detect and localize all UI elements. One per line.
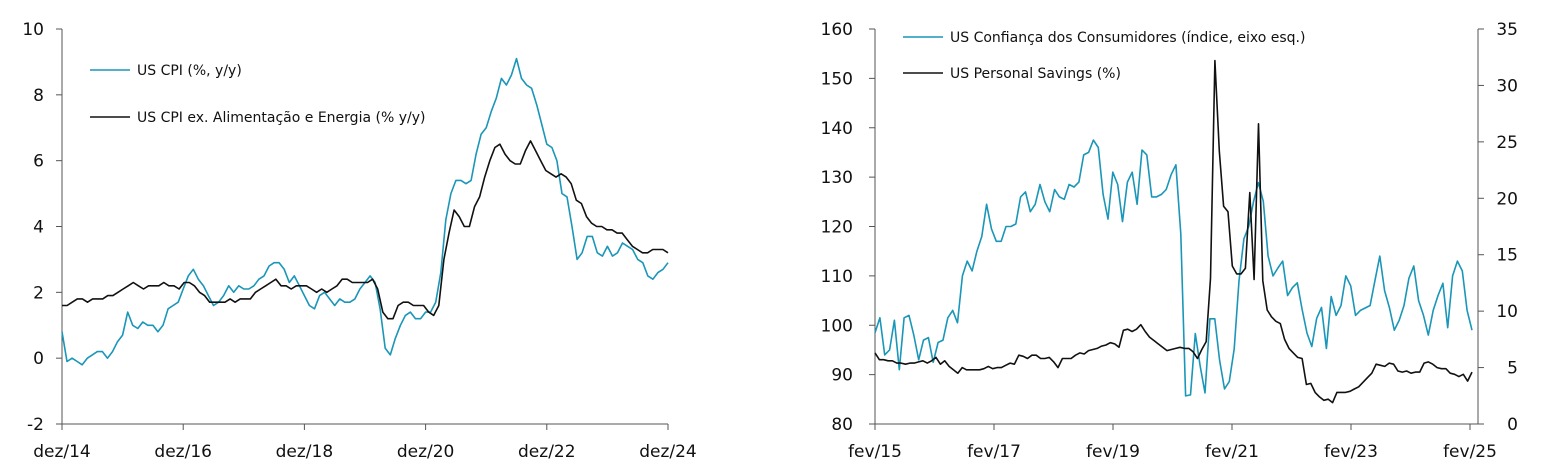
cs-left-y-tick-label: 150 — [821, 69, 853, 89]
cpi-chart: -2 0 2 4 6 8 10 dez/14 dez/16 dez/18 dez/20 dez/22… — [22, 20, 696, 462]
cs-right-y-tick-label: 5 — [1507, 359, 1518, 379]
cpi-y-tick-label: 2 — [33, 283, 44, 303]
cs-left-y-tick-label: 90 — [831, 366, 853, 386]
cs-right-y-tick-label: 0 — [1507, 415, 1518, 435]
legend-label-personal-savings: US Personal Savings (%) — [950, 66, 1121, 82]
cpi-x-tick-label: dez/18 — [276, 442, 334, 462]
legend-label-consumer-confidence: US Confiança dos Consumidores (índice, e… — [950, 30, 1305, 46]
cs-left-y-tick-label: 100 — [821, 316, 853, 336]
cs-series-line-us-personal-savings — [874, 59, 1473, 404]
cpi-x-tick-label: dez/16 — [154, 442, 212, 462]
cs-right-y-tick-label: 35 — [1496, 20, 1518, 40]
cs-x-tick-label: fev/17 — [967, 442, 1021, 462]
cs-x-tick-label: fev/23 — [1324, 442, 1378, 462]
cpi-x-tick-label: dez/20 — [397, 442, 455, 462]
cs-left-y-tick-label: 120 — [821, 218, 853, 238]
cs-right-y-tick-label: 20 — [1496, 189, 1518, 209]
cs-left-y-tick-label: 130 — [821, 168, 853, 188]
cs-right-y-tick-label: 15 — [1496, 246, 1518, 266]
cpi-series-line-us-cpi-ex-alimenta-o-e-energia — [62, 140, 669, 320]
cs-right-y-tick-label: 30 — [1496, 76, 1518, 96]
legend-label-us-cpi: US CPI (%, y/y) — [137, 63, 242, 79]
cs-legend: US Confiança dos Consumidores (índice, e… — [903, 30, 1305, 82]
cs-x-tick-label: fev/21 — [1205, 442, 1259, 462]
cs-left-y-tick-label: 110 — [821, 267, 853, 287]
cpi-y-tick-label: 8 — [33, 86, 44, 106]
confidence-savings-chart: 80 90 100 110 120 130 140 150 160 0 5 10 15 20 25 30 35… — [821, 20, 1518, 462]
cs-x-tick-label: fev/15 — [848, 442, 902, 462]
cpi-y-tick-label: 4 — [33, 218, 44, 238]
cpi-y-tick-label: 0 — [33, 349, 44, 369]
cs-left-y-tick-label: 140 — [821, 119, 853, 139]
cs-left-y-tick-label: 80 — [831, 415, 853, 435]
cpi-y-tick-label: -2 — [27, 415, 44, 435]
cs-right-y-tick-label: 10 — [1496, 302, 1518, 322]
cpi-legend: US CPI (%, y/y) US CPI ex. Alimentação e… — [90, 63, 425, 126]
cpi-y-tick-label: 10 — [22, 20, 44, 40]
cpi-x-tick-label: dez/14 — [33, 442, 91, 462]
cs-right-y-tick-label: 25 — [1496, 133, 1518, 153]
cs-left-y-tick-label: 160 — [821, 20, 853, 40]
legend-label-us-core-cpi: US CPI ex. Alimentação e Energia (% y/y) — [137, 110, 425, 126]
cpi-series-line-us-cpi-y-y — [61, 57, 669, 366]
cs-x-tick-label: fev/25 — [1443, 442, 1497, 462]
cpi-x-tick-label: dez/22 — [518, 442, 576, 462]
cs-x-tick-label: fev/19 — [1086, 442, 1140, 462]
cs-series-line-us-confian-a-dos-consumidores- — [874, 139, 1473, 397]
cpi-y-tick-label: 6 — [33, 152, 44, 172]
cpi-x-tick-label: dez/24 — [639, 442, 697, 462]
